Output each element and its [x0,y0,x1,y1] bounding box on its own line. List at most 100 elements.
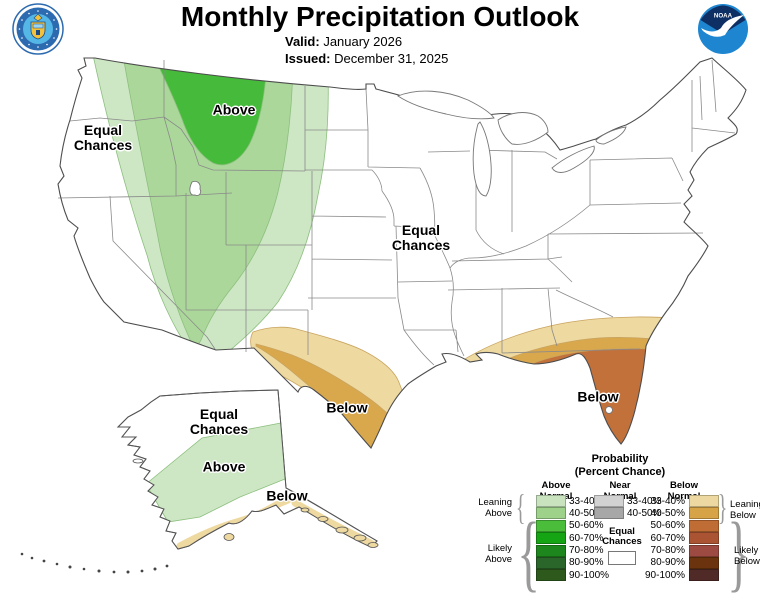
great-lakes [189,90,627,414]
legend-row: 50-60% [642,519,719,532]
issued-label: Issued: [285,51,331,66]
legend-range-label: 50-60% [650,520,685,532]
legend-range-label: 60-70% [569,532,604,544]
st-lawrence-island [132,458,144,464]
legend-swatch [689,519,719,532]
legend-range-label: 33-40% [569,495,604,507]
legend-range-label: 60-70% [650,532,685,544]
legend-row: 90-100% [536,569,612,582]
legend-row: 70-80% [536,544,612,557]
label-northwest-above: Above [212,101,256,118]
label-texas-below: Below [326,399,368,416]
legend-range-label: 70-80% [650,545,685,557]
legend-row: 50-60% [536,519,612,532]
legend-range-label: 33-40% [627,495,662,507]
legend-swatch [536,544,566,557]
legend-row: 40-50% [594,507,664,520]
state-borders [57,59,736,366]
legend-swatch [536,507,566,520]
leaning-below-label: Leaning Below [730,499,760,521]
noaa-logo-text: NOAA [714,13,733,20]
label-central-equal-chances: Equal Chances [391,222,451,253]
label-alaska-above: Above [202,458,246,475]
region-southeast-below-33-40 [444,316,696,448]
label-alaska-below: Below [266,487,308,504]
legend-row: 70-80% [642,544,719,557]
legend-swatch [536,519,566,532]
legend-equal-chances-label: Equal Chances [602,525,642,548]
alaska-panhandle-islands [223,507,379,548]
legend-near-column: 33-40% 40-50% Equal Chances [594,495,664,565]
legend-row: 33-40% [536,495,612,507]
legend-swatch [536,569,566,582]
legend-row: 80-90% [536,556,612,569]
seal-eagle-shield [30,13,46,40]
legend-row: 40-50% [642,507,719,520]
department-of-commerce-seal [12,3,64,55]
legend-row: 90-100% [642,569,719,582]
lake-huron [497,112,549,145]
lake-ontario [595,126,627,145]
legend-swatch [689,544,719,557]
probability-legend: Probability (Percent Chance) Above Norma… [478,450,760,595]
valid-value: January 2026 [323,34,403,49]
leaning-above-label: Leaning Above [478,497,512,519]
label-west-equal-chances: Equal Chances [73,122,133,153]
alaska-inset [20,389,379,574]
likely-above-label: Likely Above [485,543,512,565]
legend-swatch [689,569,719,582]
legend-swatch [536,556,566,569]
lake-erie [551,145,595,173]
page-title: Monthly Precipitation Outlook [180,1,580,32]
legend-range-label: 70-80% [569,545,604,557]
lake-michigan [472,121,492,197]
legend-row: 60-70% [642,532,719,545]
legend-row: 33-40% [642,495,719,507]
lake-superior [397,90,495,120]
legend-range-label: 90-100% [569,569,610,581]
legend-equal-chances-box [608,550,636,565]
valid-label: Valid: [285,34,320,49]
legend-range-label: 80-90% [569,557,604,569]
legend-row: 40-50% [536,507,612,520]
legend-row: 33-40% [594,495,664,507]
legend-range-label: 50-60% [569,520,604,532]
validity-block: Valid: January 2026 Issued: December 31,… [285,33,448,67]
lake-okeechobee [605,406,613,414]
aleutian-islands [20,552,169,574]
precipitation-outlook-map [20,57,747,574]
legend-swatch [536,495,566,507]
legend-range-label: 80-90% [650,557,685,569]
issued-value: December 31, 2025 [334,51,449,66]
legend-near-rows: 33-40% 40-50% [594,495,664,521]
noaa-logo: NOAA [698,4,748,54]
likely-below-label: Likely Below [734,545,760,567]
label-alaska-equal-chances: Equal Chances [189,406,249,437]
legend-header-below-normal: Below Normal [667,480,701,502]
valid-line: Valid: January 2026 [285,33,448,50]
legend-swatch [689,495,719,507]
region-above-50-60 [152,58,268,166]
legend-swatch [689,532,719,545]
legend-range-label: 40-50% [569,507,604,519]
leaning-below-brace: } [717,487,728,527]
seal-ring-dots [18,10,58,48]
leaning-above-brace: { [515,487,526,527]
legend-range-label: 40-50% [627,507,662,519]
issued-line: Issued: December 31, 2025 [285,50,448,67]
legend-swatch [594,495,624,507]
region-alaska-above-33-40 [145,422,286,523]
legend-equal-chances: Equal Chances [594,525,650,565]
legend-swatch [594,507,624,520]
great-salt-lake [189,180,202,196]
legend-range-label: 90-100% [645,569,686,581]
legend-row: 60-70% [536,532,612,545]
legend-above-column: 33-40% 40-50% 50-60% 60-70% 70-80% 80-90% 90-1… [536,495,612,583]
legend-range-label: 40-50% [650,507,685,519]
legend-swatch [689,556,719,569]
legend-row: 80-90% [642,556,719,569]
legend-below-column: 33-40% 40-50% 50-60% 60-70% 70-80% 80-90% 90-1… [642,495,719,583]
legend-swatch [536,532,566,545]
legend-range-label: 33-40% [650,495,685,507]
legend-title: Probability (Percent Chance) [574,453,666,478]
